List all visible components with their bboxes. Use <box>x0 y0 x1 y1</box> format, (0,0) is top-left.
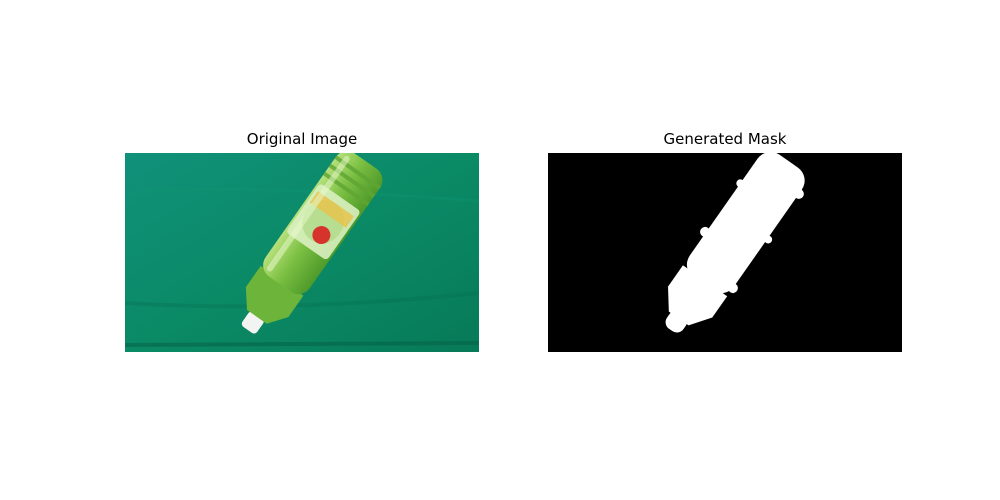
generated-mask <box>548 153 902 352</box>
generated-mask-panel <box>548 153 902 352</box>
generated-mask-title: Generated Mask <box>663 130 787 148</box>
original-image-title: Original Image <box>246 130 358 148</box>
original-image-panel <box>125 153 479 352</box>
original-image <box>125 153 479 352</box>
mask-shape <box>665 153 805 333</box>
bottle <box>241 153 383 334</box>
